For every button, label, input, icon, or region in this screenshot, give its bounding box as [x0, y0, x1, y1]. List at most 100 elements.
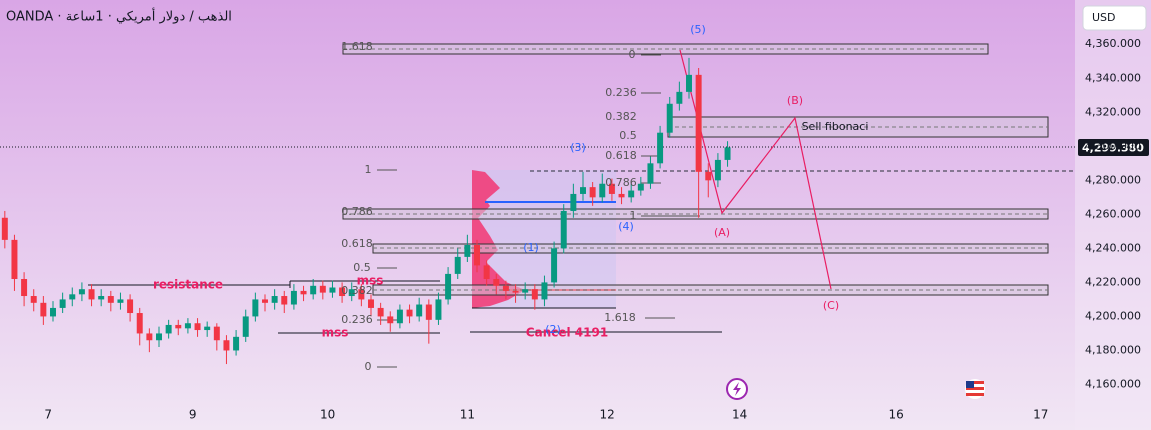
- candle-body: [483, 265, 490, 280]
- annotation: 0.382: [605, 110, 637, 123]
- x-tick-label: 9: [189, 408, 197, 422]
- x-tick-label: 12: [599, 408, 614, 422]
- annotation: mss: [357, 274, 384, 288]
- candle-body: [416, 304, 423, 317]
- candle-body: [242, 316, 249, 337]
- candle-body: [724, 147, 731, 160]
- candle-body: [30, 296, 37, 303]
- candle-body: [637, 183, 644, 191]
- annotation: 0.236: [341, 313, 373, 326]
- candle-body: [117, 299, 124, 303]
- annotation: 0.786: [341, 205, 373, 218]
- price-axis-panel: [1075, 0, 1151, 430]
- candle-body: [262, 299, 268, 303]
- candle-body: [676, 91, 683, 104]
- candle-body: [705, 171, 712, 181]
- candle-body: [213, 326, 220, 341]
- candle-body: [580, 187, 586, 194]
- candle-body: [310, 285, 317, 295]
- stripe: [966, 387, 984, 390]
- structure-lines: [88, 280, 722, 334]
- candle-body: [59, 299, 66, 308]
- annotation: (5): [690, 23, 706, 36]
- candle-body: [464, 244, 471, 257]
- symbol-title: OANDA · الذهب / دولار أمريكي · 1ساعة: [6, 8, 232, 25]
- annotation: Sell fibonaci: [802, 120, 869, 133]
- last-price-box: [1078, 139, 1149, 156]
- stripe: [966, 393, 984, 396]
- candle-body: [512, 290, 519, 293]
- candle-body: [21, 279, 28, 297]
- last-price-label: 4,299.380: [1082, 141, 1144, 154]
- candle-body: [396, 309, 403, 324]
- zone-midlines: [343, 48, 1048, 291]
- candle-body: [271, 296, 278, 303]
- annotation: 1.618: [604, 311, 636, 324]
- candle-body: [714, 159, 721, 181]
- candle-body: [454, 256, 461, 274]
- x-tick-label: 7: [44, 408, 52, 422]
- candle-body: [387, 316, 394, 324]
- candle-body: [233, 336, 240, 351]
- candle-body: [107, 296, 114, 303]
- candle-body: [156, 333, 162, 341]
- candle-body: [281, 296, 288, 305]
- annotation: Cancel 4191: [526, 326, 608, 340]
- annotation: 0: [365, 360, 372, 373]
- annotation: 0.5: [619, 129, 637, 142]
- candle-body: [435, 299, 442, 320]
- candle-body: [541, 282, 548, 300]
- candle-body: [628, 190, 635, 198]
- annotation: 0.382: [341, 284, 373, 297]
- candle-body: [329, 287, 336, 293]
- annotation: 0.786: [605, 176, 637, 189]
- annotation: 0.618: [605, 149, 637, 162]
- candle-body: [531, 289, 538, 300]
- candle-body: [146, 333, 153, 341]
- annotation: 1: [630, 209, 637, 222]
- x-tick-label: 17: [1033, 408, 1048, 422]
- annotation: 0.5: [353, 261, 371, 274]
- x-tick-label: 14: [732, 408, 747, 422]
- y-tick-label: 4,320.000: [1085, 105, 1141, 118]
- candle-body: [647, 163, 654, 184]
- candle-body: [1, 217, 8, 240]
- x-tick-label: 10: [320, 408, 335, 422]
- annotation: 1.618: [341, 40, 373, 53]
- candle-body: [493, 279, 500, 286]
- candle-body: [348, 289, 355, 297]
- candle-body: [368, 299, 374, 308]
- candle-body: [474, 244, 480, 266]
- candle-body: [695, 74, 702, 172]
- candle-body: [127, 299, 134, 314]
- annotation: (B): [787, 94, 803, 107]
- y-tick-label: 4,360.000: [1085, 37, 1141, 50]
- candle-body: [98, 296, 105, 300]
- annotation: resistance: [153, 278, 223, 292]
- annotation: (C): [823, 299, 839, 312]
- fib-zones: [342, 43, 1049, 296]
- annotation: 1: [365, 163, 372, 176]
- candle-body: [599, 183, 606, 198]
- candle-body: [50, 307, 56, 317]
- x-tick-label: 11: [460, 408, 475, 422]
- currency-button[interactable]: [1082, 5, 1147, 31]
- candle-body: [223, 340, 230, 351]
- annotation: (2): [545, 323, 561, 336]
- candle-body: [618, 193, 625, 198]
- candle-body: [184, 323, 191, 329]
- currency-label: USD: [1092, 11, 1116, 24]
- candle-body: [551, 248, 558, 283]
- candle-body: [175, 324, 182, 329]
- candle-body: [406, 309, 413, 317]
- candle-body: [358, 289, 365, 300]
- y-tick-label: 4,280.000: [1085, 173, 1141, 186]
- y-tick-label: 4,220.000: [1085, 275, 1141, 288]
- y-tick-label: 4,240.000: [1085, 241, 1141, 254]
- candle-body: [608, 183, 615, 194]
- candle-body: [522, 289, 529, 293]
- candle-body: [11, 239, 18, 280]
- candle-body: [69, 294, 76, 300]
